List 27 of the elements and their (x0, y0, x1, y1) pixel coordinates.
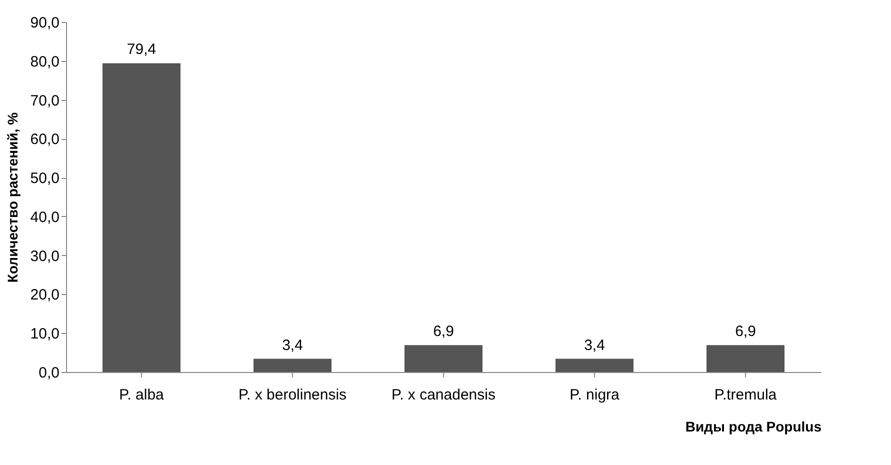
bar (102, 63, 180, 372)
x-tick-label: P. x canadensis (392, 386, 496, 404)
x-tick-label: P. alba (119, 386, 165, 404)
y-tick-label: 0,0 (38, 364, 60, 382)
x-tick-label: P. x berolinensis (238, 386, 347, 404)
y-tick-label: 30,0 (30, 248, 60, 265)
y-tick-label: 90,0 (30, 14, 60, 32)
y-tick-label: 70,0 (30, 92, 60, 110)
y-tick-label: 10,0 (30, 326, 60, 343)
data-label: 6,9 (735, 323, 756, 340)
y-tick-label: 40,0 (30, 208, 60, 226)
x-tick-label: P.tremula (714, 386, 778, 404)
y-tick-label: 80,0 (30, 53, 60, 70)
bar (706, 345, 784, 372)
y-axis-title: Количество растений, % (4, 112, 20, 283)
data-label: 6,9 (433, 323, 454, 340)
bar (254, 358, 332, 372)
y-tick-label: 60,0 (30, 131, 60, 148)
bar (556, 358, 634, 372)
x-axis-title: Виды рода Populus (685, 418, 822, 434)
data-label: 3,4 (584, 336, 605, 354)
y-tick-label: 50,0 (30, 170, 60, 188)
bar (404, 345, 482, 372)
data-label: 79,4 (126, 41, 156, 58)
y-tick-label: 20,0 (30, 286, 60, 304)
data-label: 3,4 (282, 336, 303, 354)
x-tick-label: P. nigra (570, 386, 620, 404)
